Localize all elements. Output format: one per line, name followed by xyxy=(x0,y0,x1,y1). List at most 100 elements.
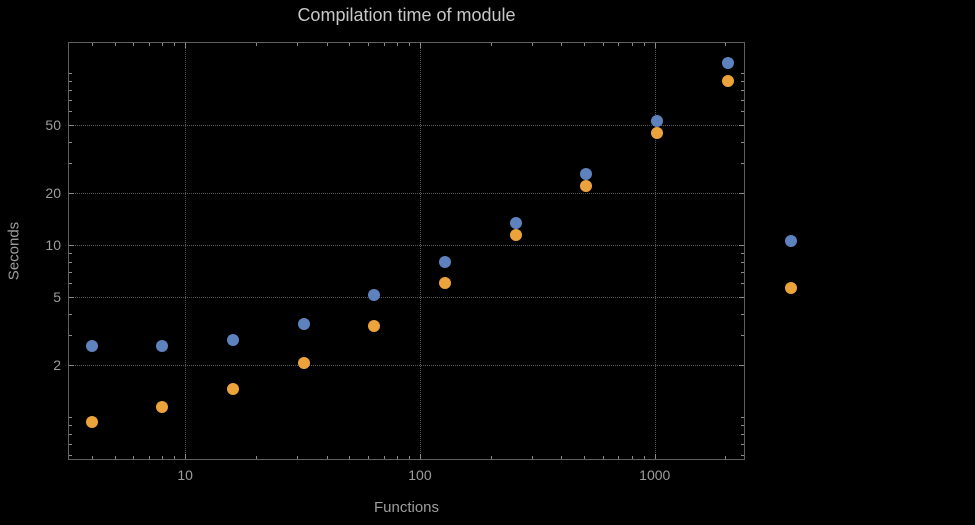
x-minor-tick-bottom xyxy=(631,456,633,459)
chart-title: Compilation time of module xyxy=(297,5,516,25)
y-minor-tick-left xyxy=(69,99,72,101)
x-minor-tick-bottom xyxy=(725,456,727,459)
plot-area: 10 100 1000 2 5 10 20 50 xyxy=(45,42,745,483)
y-major-tick-left xyxy=(69,296,74,298)
x-tick-label: 100 xyxy=(408,467,432,483)
x-minor-tick-bottom xyxy=(326,456,328,459)
x-minor-tick-bottom xyxy=(255,456,257,459)
x-minor-tick-top xyxy=(326,43,328,46)
legend xyxy=(785,235,815,305)
x-minor-tick-top xyxy=(643,43,645,46)
x-major-tick-top xyxy=(419,43,421,48)
x-minor-tick-bottom xyxy=(383,456,385,459)
data-point-series-1-blue xyxy=(156,339,169,352)
y-major-tick-right xyxy=(739,125,744,126)
y-gridline xyxy=(69,245,744,247)
y-minor-tick-left xyxy=(69,81,72,83)
x-minor-tick-top xyxy=(367,43,369,46)
y-minor-tick-left xyxy=(69,313,72,315)
x-tick-label: 10 xyxy=(177,467,193,483)
y-tick-label: 10 xyxy=(45,237,61,254)
x-minor-tick-bottom xyxy=(584,456,586,459)
data-point-series-2-orange xyxy=(297,357,310,370)
y-minor-tick-left xyxy=(69,253,72,255)
x-minor-tick-top xyxy=(602,43,604,46)
y-minor-tick-left xyxy=(69,73,72,75)
y-minor-tick-left xyxy=(69,271,72,273)
y-gridline xyxy=(69,365,744,367)
y-minor-tick-left xyxy=(69,141,72,143)
y-minor-tick-right xyxy=(741,163,744,165)
y-minor-tick-right xyxy=(741,261,744,263)
x-minor-tick-top xyxy=(531,43,533,46)
x-major-tick-bottom xyxy=(185,454,187,459)
y-major-tick-left xyxy=(69,245,74,247)
y-minor-tick-right xyxy=(741,335,744,337)
x-minor-tick-bottom xyxy=(133,456,135,459)
y-minor-tick-left xyxy=(69,443,72,445)
y-minor-tick-right xyxy=(741,424,744,426)
x-gridline xyxy=(654,43,656,459)
y-major-tick-right xyxy=(739,193,744,195)
data-point-series-1-blue xyxy=(227,334,240,347)
x-minor-tick-bottom xyxy=(643,456,645,459)
x-major-tick-top xyxy=(654,43,656,48)
x-minor-tick-bottom xyxy=(367,456,369,459)
data-point-series-1-blue xyxy=(297,317,310,330)
y-axis-label: Seconds xyxy=(5,221,23,281)
y-minor-tick-right xyxy=(741,253,744,255)
x-minor-tick-top xyxy=(255,43,257,46)
x-minor-tick-bottom xyxy=(397,456,399,459)
data-point-series-2-orange xyxy=(85,416,98,429)
y-minor-tick-left xyxy=(69,283,72,285)
y-minor-tick-left xyxy=(69,433,72,435)
x-minor-tick-top xyxy=(409,43,411,46)
x-minor-tick-top xyxy=(490,43,492,46)
x-minor-tick-top xyxy=(297,43,299,46)
x-minor-tick-top xyxy=(631,43,633,46)
data-point-series-1-blue xyxy=(439,255,452,268)
y-tick-label: 50 xyxy=(45,117,61,133)
data-point-series-1-blue xyxy=(580,167,593,180)
x-minor-tick-bottom xyxy=(602,456,604,459)
x-minor-tick-top xyxy=(584,43,586,46)
x-major-tick-bottom xyxy=(654,454,656,459)
data-point-series-2-orange xyxy=(227,383,240,396)
data-point-series-2-orange xyxy=(580,180,593,193)
y-minor-tick-left xyxy=(69,89,72,91)
y-minor-tick-right xyxy=(741,417,744,419)
legend-marker-series-1-blue xyxy=(785,235,797,247)
data-point-series-1-blue xyxy=(85,339,98,352)
y-minor-tick-left xyxy=(69,417,72,419)
legend-marker-series-2-orange xyxy=(785,282,797,294)
y-minor-tick-right xyxy=(741,81,744,83)
x-minor-tick-bottom xyxy=(618,456,620,459)
y-minor-tick-right xyxy=(741,89,744,91)
x-minor-tick-bottom xyxy=(148,456,150,459)
x-minor-tick-bottom xyxy=(297,456,299,459)
y-minor-tick-left xyxy=(69,111,72,113)
data-point-series-2-orange xyxy=(509,228,522,241)
y-gridline xyxy=(69,125,744,126)
y-minor-tick-right xyxy=(741,443,744,445)
y-major-tick-right xyxy=(739,365,744,367)
y-minor-tick-right xyxy=(741,313,744,315)
x-minor-tick-top xyxy=(133,43,135,46)
x-axis-label: Functions xyxy=(373,499,440,516)
y-tick-label: 20 xyxy=(45,185,61,202)
x-minor-tick-bottom xyxy=(490,456,492,459)
y-minor-tick-left xyxy=(69,424,72,426)
y-minor-tick-right xyxy=(741,271,744,273)
x-minor-tick-top xyxy=(561,43,563,46)
x-major-tick-bottom xyxy=(419,454,421,459)
x-minor-tick-bottom xyxy=(162,456,164,459)
x-minor-tick-top xyxy=(162,43,164,46)
x-minor-tick-bottom xyxy=(114,456,116,459)
x-minor-tick-bottom xyxy=(349,456,351,459)
y-minor-tick-right xyxy=(741,141,744,143)
y-minor-tick-right xyxy=(741,433,744,435)
y-major-tick-left xyxy=(69,365,74,367)
x-gridline xyxy=(419,43,421,459)
y-minor-tick-left xyxy=(69,163,72,165)
